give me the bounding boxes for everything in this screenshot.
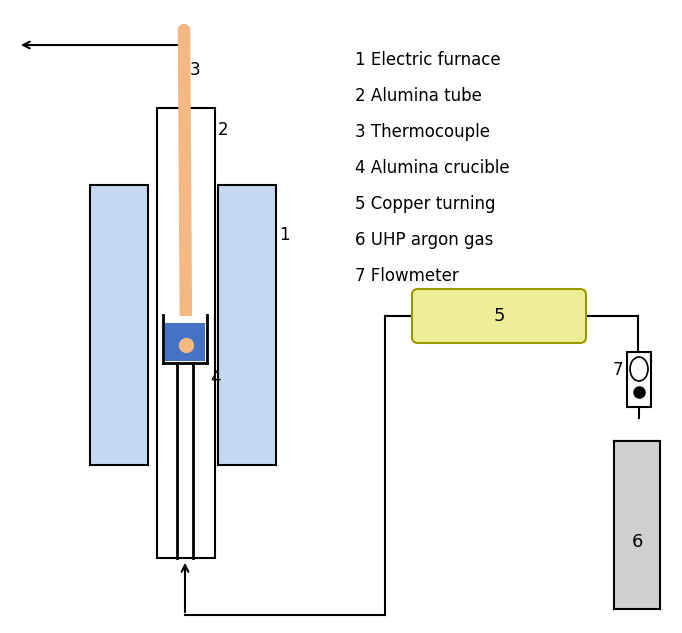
Text: 3 Thermocouple: 3 Thermocouple xyxy=(355,123,490,141)
Text: 5: 5 xyxy=(493,307,505,325)
Bar xyxy=(165,316,205,323)
Text: 4 Alumina crucible: 4 Alumina crucible xyxy=(355,159,509,177)
Text: 7 Flowmeter: 7 Flowmeter xyxy=(355,267,459,285)
Bar xyxy=(627,352,651,407)
Ellipse shape xyxy=(630,357,648,381)
Bar xyxy=(90,185,148,465)
Bar xyxy=(614,441,660,609)
Text: 5 Copper turning: 5 Copper turning xyxy=(355,195,496,213)
Text: 2 Alumina tube: 2 Alumina tube xyxy=(355,87,482,105)
Text: 1 Electric furnace: 1 Electric furnace xyxy=(355,51,501,69)
Text: 3: 3 xyxy=(190,61,201,79)
Wedge shape xyxy=(614,441,660,464)
Text: 7: 7 xyxy=(612,361,623,379)
Text: 1: 1 xyxy=(279,226,290,244)
Text: 6 UHP argon gas: 6 UHP argon gas xyxy=(355,231,493,249)
Bar xyxy=(218,185,276,465)
Bar xyxy=(157,108,215,558)
Text: 2: 2 xyxy=(218,121,228,139)
Text: 6: 6 xyxy=(632,533,642,551)
FancyBboxPatch shape xyxy=(412,289,586,343)
Text: 4: 4 xyxy=(210,369,220,387)
Bar xyxy=(165,323,205,361)
